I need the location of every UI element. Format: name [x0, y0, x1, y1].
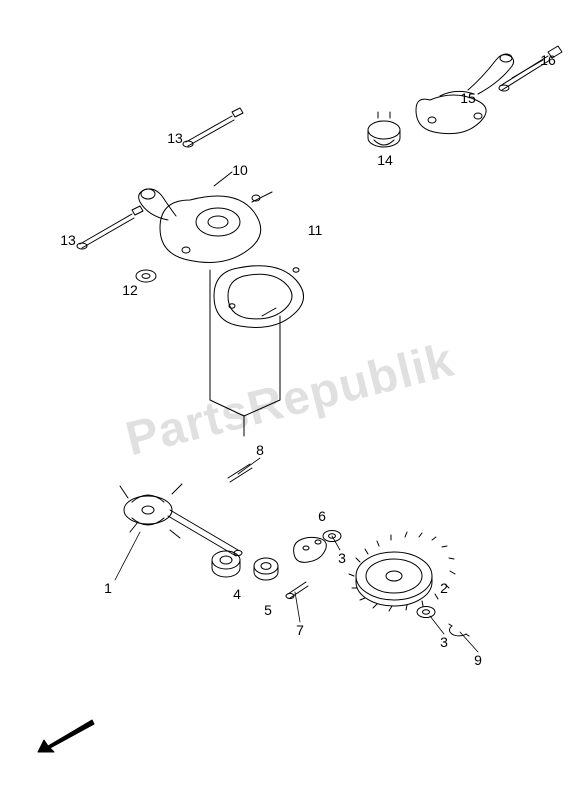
- parts-illustration: [0, 0, 580, 800]
- parts-diagram: PartsRepublik 1 2 3 3 4 5 6 7 8 9 10 11 …: [0, 0, 580, 800]
